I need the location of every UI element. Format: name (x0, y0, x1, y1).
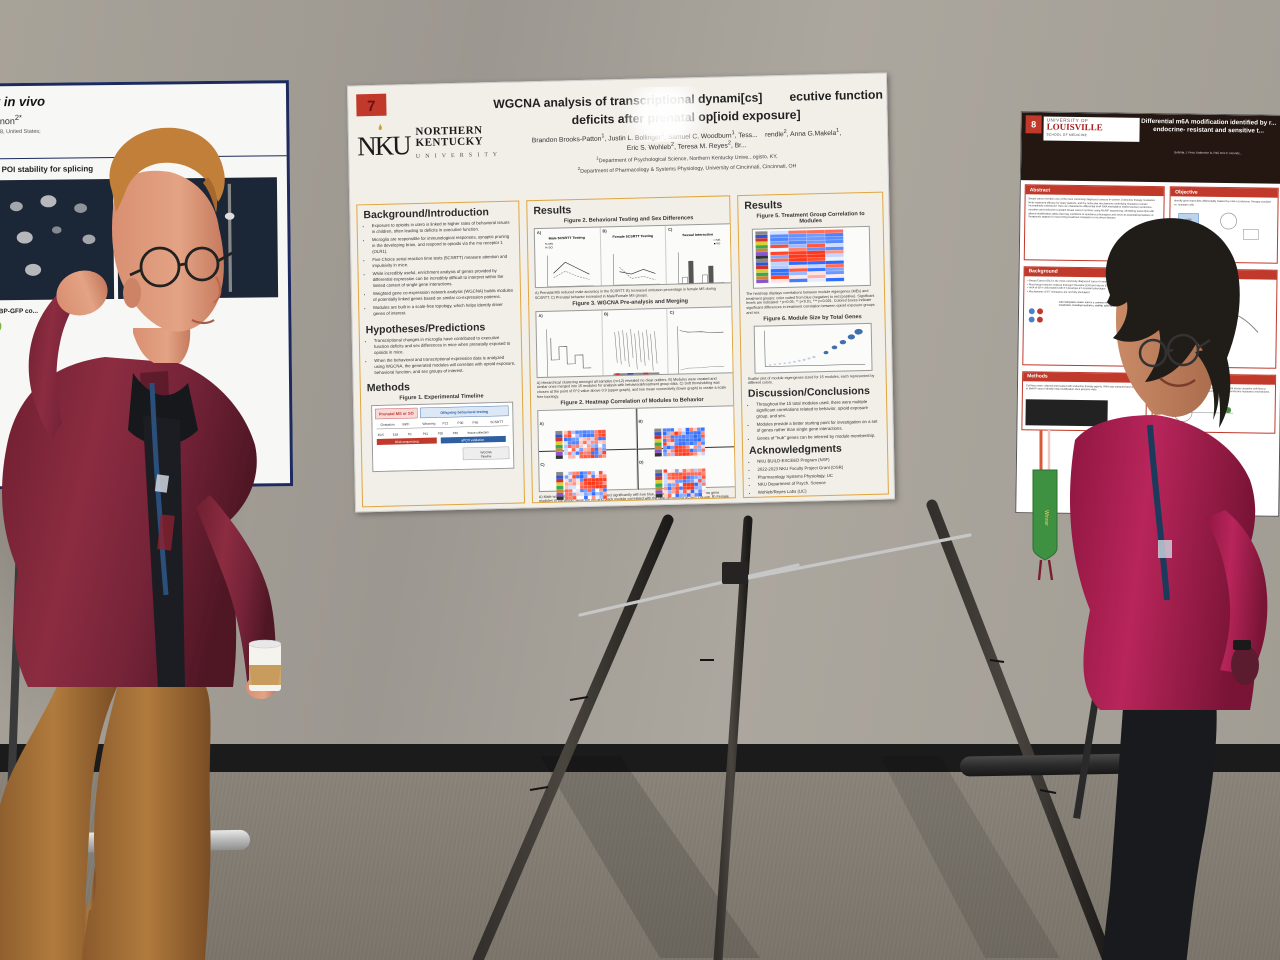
svg-text:P30: P30 (457, 421, 463, 425)
svg-text:P45: P45 (472, 421, 478, 425)
svg-text:□ MS: □ MS (714, 238, 721, 242)
svg-text:Gestation: Gestation (380, 423, 394, 427)
svg-text:Prenatal MS or SO: Prenatal MS or SO (378, 411, 413, 417)
svg-text:tissue collection: tissue collection (467, 431, 489, 436)
svg-text:Female 5CSRTT Testing: Female 5CSRTT Testing (612, 234, 653, 239)
svg-text:■ SO: ■ SO (714, 241, 721, 245)
svg-text:Weaning: Weaning (422, 422, 435, 426)
svg-text:E18: E18 (392, 433, 398, 437)
svg-text:qPCR validation: qPCR validation (461, 438, 484, 443)
svg-text:P45: P45 (452, 431, 458, 435)
svg-text:P0: P0 (407, 433, 411, 437)
svg-text:P21: P21 (422, 432, 428, 436)
svg-text:Male 5CSRTT Testing: Male 5CSRTT Testing (549, 236, 585, 241)
svg-text:RNA sequencing: RNA sequencing (394, 440, 418, 445)
svg-text:Birth: Birth (402, 423, 409, 427)
svg-text:P30: P30 (437, 432, 443, 436)
svg-text:E0.5: E0.5 (377, 433, 384, 437)
svg-text:P21: P21 (442, 422, 448, 426)
svg-text:5CSRTT: 5CSRTT (490, 420, 503, 424)
svg-text:% SO: % SO (545, 245, 554, 249)
svg-text:Sexual Interaction: Sexual Interaction (683, 233, 714, 238)
svg-text:Winner: Winner (1043, 510, 1049, 526)
svg-text:Pipeline: Pipeline (480, 455, 491, 459)
